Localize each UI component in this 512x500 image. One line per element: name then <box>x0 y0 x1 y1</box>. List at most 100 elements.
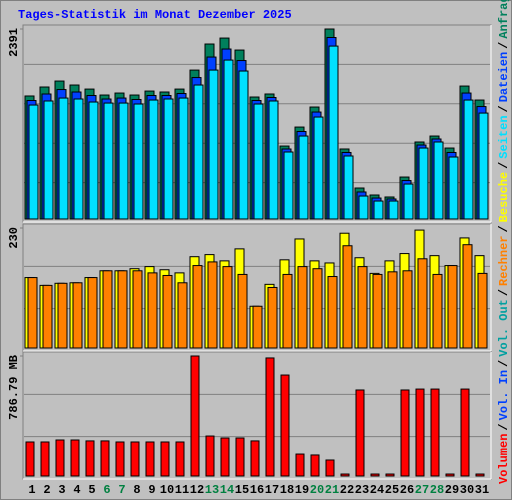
bar <box>328 45 339 220</box>
bar <box>58 97 69 220</box>
bar <box>177 282 188 349</box>
bar <box>475 473 485 477</box>
x-tick-label: 31 <box>475 483 489 497</box>
bar <box>175 441 185 477</box>
bar <box>162 274 173 349</box>
bar <box>115 441 125 477</box>
bar <box>387 271 398 349</box>
x-tick-label: 12 <box>190 483 204 497</box>
bar <box>42 284 53 349</box>
legend-separator: / <box>497 423 511 430</box>
bar <box>222 266 233 349</box>
x-tick-label: 22 <box>340 483 354 497</box>
x-tick-label: 19 <box>295 483 309 497</box>
bar <box>237 273 248 349</box>
legend-separator: / <box>497 42 511 49</box>
legend-separator: / <box>497 360 511 367</box>
bar <box>343 155 354 220</box>
bar <box>418 147 429 220</box>
bar <box>462 244 473 349</box>
x-tick-label: 20 <box>310 483 324 497</box>
bar <box>73 98 84 220</box>
bar <box>207 261 218 349</box>
bar <box>297 266 308 349</box>
bar <box>447 265 458 349</box>
bar <box>72 282 83 349</box>
x-tick-label: 24 <box>370 483 384 497</box>
legend-entry: Besuche <box>497 172 511 222</box>
bar <box>145 441 155 477</box>
y-tick-label: 230 <box>7 227 21 249</box>
x-tick-label: 15 <box>235 483 249 497</box>
bar <box>208 69 219 220</box>
bar <box>358 195 369 220</box>
bar <box>40 441 50 477</box>
x-tick-label: 10 <box>160 483 174 497</box>
bar <box>148 99 159 220</box>
x-tick-label: 29 <box>445 483 459 497</box>
bar <box>417 258 428 349</box>
bar <box>298 135 309 220</box>
bar <box>130 441 140 477</box>
legend-entry: Vol. Out <box>497 299 511 357</box>
bar <box>57 282 68 349</box>
legend-entry: Anfragen <box>497 0 511 39</box>
bar <box>477 272 488 349</box>
bar <box>463 99 474 220</box>
legend-separator: / <box>497 105 511 112</box>
bar <box>340 473 350 477</box>
bar <box>400 389 410 477</box>
bar <box>250 440 260 477</box>
legend-separator: / <box>497 225 511 232</box>
bar <box>87 277 98 349</box>
bar <box>193 84 204 220</box>
bar <box>205 435 215 477</box>
bar <box>415 388 425 477</box>
x-tick-label: 25 <box>385 483 399 497</box>
x-tick-label: 16 <box>250 483 264 497</box>
x-tick-label: 8 <box>133 483 140 497</box>
bar <box>103 102 114 220</box>
bar <box>252 305 263 349</box>
bar <box>432 273 443 349</box>
bar <box>355 389 365 477</box>
bar <box>370 473 380 477</box>
bar <box>25 441 35 477</box>
bar <box>310 454 320 477</box>
bar <box>100 440 110 477</box>
bar <box>163 98 174 220</box>
bar <box>85 440 95 477</box>
bar <box>430 388 440 477</box>
bar <box>373 200 384 220</box>
bar <box>43 100 54 220</box>
bar <box>312 268 323 349</box>
x-tick-label: 3 <box>58 483 65 497</box>
x-tick-label: 7 <box>118 483 125 497</box>
bar <box>342 245 353 349</box>
bar <box>280 374 290 477</box>
x-tick-label: 26 <box>400 483 414 497</box>
bar <box>448 156 459 220</box>
x-tick-label: 4 <box>73 483 80 497</box>
x-tick-label: 1 <box>28 483 35 497</box>
bar <box>388 200 399 220</box>
bar <box>385 473 395 477</box>
x-tick-label: 17 <box>265 483 279 497</box>
bar <box>147 272 158 349</box>
x-tick-label: 5 <box>88 483 95 497</box>
bar <box>433 141 444 220</box>
bar <box>478 112 489 220</box>
bar <box>190 355 200 477</box>
x-tick-label: 23 <box>355 483 369 497</box>
legend-entry: Volumen <box>497 434 511 484</box>
bar <box>132 270 143 349</box>
bar <box>70 439 80 477</box>
legend-entry: Rechner <box>497 236 511 286</box>
legend-entry: Vol. In <box>497 370 511 420</box>
bar <box>160 441 170 477</box>
x-tick-label: 21 <box>325 483 339 497</box>
bar <box>118 102 129 220</box>
bar <box>117 270 128 349</box>
bar <box>372 273 383 349</box>
bar <box>267 286 278 349</box>
